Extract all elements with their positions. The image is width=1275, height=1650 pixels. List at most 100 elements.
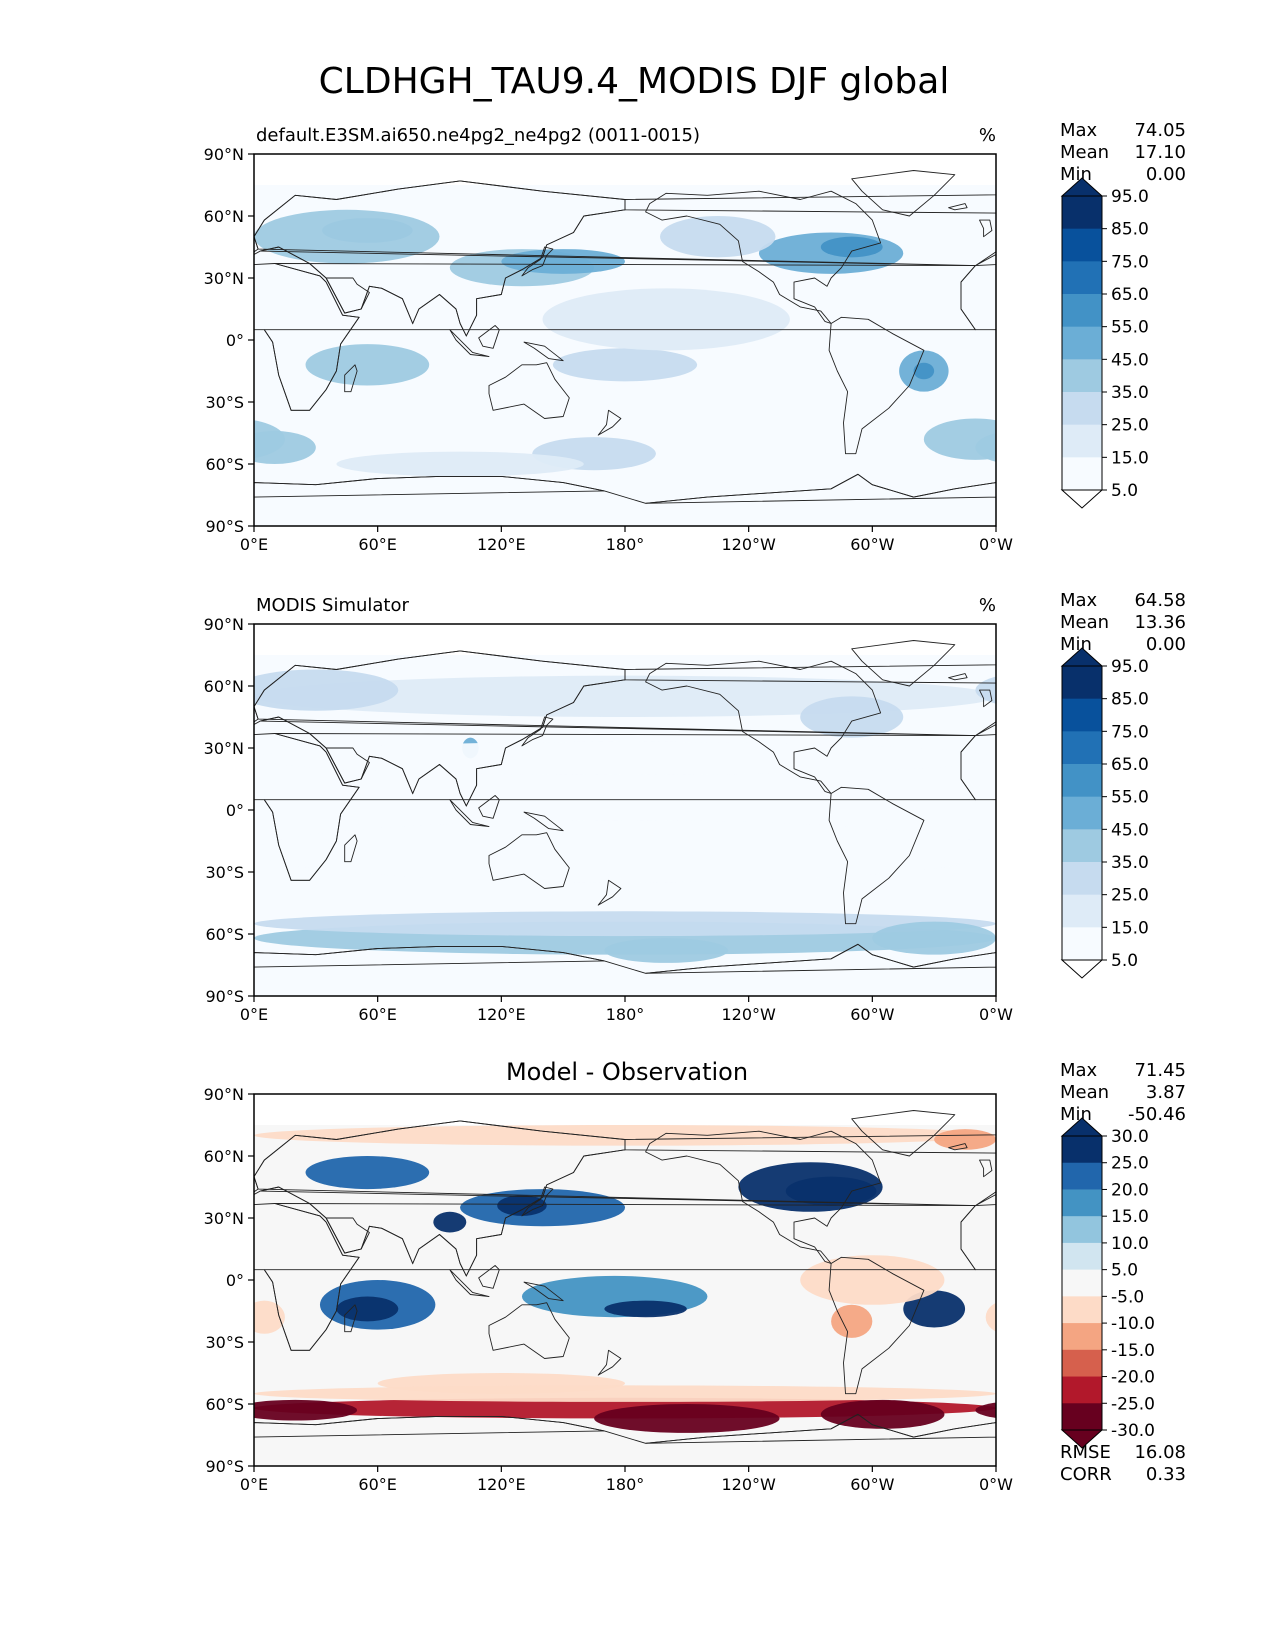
coastline	[523, 341, 564, 362]
stat-value: 71.45	[1134, 1060, 1186, 1081]
coastline	[828, 786, 925, 925]
coastline	[449, 799, 490, 827]
coastline	[254, 475, 605, 526]
x-tick-label: 60°E	[358, 1005, 396, 1024]
coastline	[948, 1143, 968, 1151]
field-blob	[820, 1399, 945, 1429]
coastline	[325, 277, 370, 314]
y-tick-label: 60°N	[204, 207, 244, 226]
colorbar-segment	[1062, 796, 1102, 830]
panel-obs-coastlines	[254, 640, 996, 996]
field-blob	[254, 209, 440, 264]
coastline	[325, 1217, 370, 1254]
colorbar-tick-label: 15.0	[1111, 1207, 1149, 1227]
panel-obs-stats: Max 64.58 Mean 13.36 Min 0.00	[1060, 590, 1186, 655]
colorbar-segment	[1062, 862, 1102, 896]
coastline	[521, 1186, 554, 1217]
x-tick-label: 180°	[606, 535, 645, 554]
colorbar-segment	[1062, 424, 1102, 458]
panel-model-x-ticks: 0°E 60°E 120°E 180° 120°W 60°W 0°W	[240, 526, 1013, 554]
x-tick-label: 120°W	[721, 1475, 776, 1494]
panel-diff-colorbar: 30.0 25.0 20.0 15.0 10.0 5.0 -5.0 -10.0 -15.0 -20…	[1060, 1117, 1155, 1449]
x-tick-label: 0°W	[979, 1005, 1013, 1024]
coastline	[488, 362, 570, 419]
colorbar-segment	[1062, 1269, 1102, 1297]
field-blob	[923, 418, 996, 460]
x-tick-label: 60°W	[850, 1475, 894, 1494]
colorbar-tick-label: 15.0	[1111, 918, 1149, 938]
field-blob	[501, 249, 625, 274]
colorbar-segment	[1062, 1136, 1102, 1164]
stat-label: Min	[1060, 164, 1092, 185]
coastline	[344, 364, 358, 393]
coastline	[828, 1256, 925, 1395]
y-tick-label: 60°S	[205, 925, 244, 944]
colorbar-frame	[1061, 665, 1103, 961]
stat-value: 13.36	[1134, 612, 1186, 633]
y-tick-label: 60°N	[204, 677, 244, 696]
stat-value: 17.10	[1134, 142, 1186, 163]
y-tick-label: 0°	[226, 331, 244, 350]
stat-label: Max	[1060, 1060, 1098, 1081]
coastline	[523, 811, 564, 832]
panel-model-colorbar: 95.0 85.0 75.0 65.0 55.0 45.0 35.0 25.0 15.0 5.0	[1060, 177, 1149, 509]
field-blob	[785, 1176, 877, 1206]
x-tick-label: 60°E	[358, 535, 396, 554]
stat-value: 0.00	[1146, 164, 1186, 185]
field-blob	[872, 921, 996, 955]
x-tick-label: 180°	[606, 1475, 645, 1494]
colorbar-segment	[1062, 261, 1102, 295]
coastline	[254, 1415, 605, 1466]
field-blob	[254, 1300, 285, 1334]
field-blob	[604, 1300, 687, 1318]
panel-obs-title-left: MODIS Simulator	[256, 595, 409, 616]
field-blob	[934, 1129, 996, 1150]
colorbar-segment	[1062, 764, 1102, 798]
colorbar-tick-label: 35.0	[1111, 383, 1149, 403]
colorbar-tick-label: 25.0	[1111, 416, 1149, 436]
coastline	[645, 660, 882, 794]
field-blob	[433, 1211, 467, 1233]
colorbar-tick-label: 75.0	[1111, 252, 1149, 272]
coastline	[488, 832, 570, 889]
y-tick-label: 30°S	[205, 1333, 244, 1352]
field-blob	[336, 451, 584, 477]
colorbar-tick-label: -10.0	[1111, 1314, 1155, 1334]
colorbar-segment	[1062, 359, 1102, 393]
panel-diff-y-ticks: 90°N 60°N 30°N 0° 30°S 60°S 90°S	[204, 1085, 254, 1476]
colorbar-segment	[1062, 698, 1102, 732]
field-blob	[254, 669, 399, 711]
panel-model-stats: Max 74.05 Mean 17.10 Min 0.00	[1060, 120, 1186, 185]
coastline	[521, 246, 554, 277]
x-tick-label: 0°E	[240, 535, 268, 554]
x-tick-label: 180°	[606, 1005, 645, 1024]
colorbar-segment	[1062, 829, 1102, 863]
coastline	[979, 689, 993, 708]
colorbar-tick-label: 5.0	[1111, 1261, 1138, 1281]
y-tick-label: 90°S	[205, 987, 244, 1006]
y-tick-label: 90°N	[204, 615, 244, 634]
field-blob	[660, 216, 776, 258]
colorbar-tick-label: 10.0	[1111, 1234, 1149, 1254]
coastline	[449, 1269, 490, 1297]
coastline	[521, 716, 554, 747]
stat-label: CORR	[1060, 1464, 1112, 1485]
coastline	[645, 190, 882, 324]
coastline	[254, 263, 360, 411]
stat-label: Max	[1060, 120, 1098, 141]
panel-diff-coastlines	[254, 1110, 996, 1466]
coastline	[449, 329, 490, 357]
y-tick-label: 90°N	[204, 1085, 244, 1104]
colorbar-extend-under	[1060, 489, 1104, 509]
x-tick-label: 0°W	[979, 1475, 1013, 1494]
stat-label: Mean	[1060, 1082, 1109, 1103]
coastline	[597, 1349, 622, 1376]
field-blob	[497, 1195, 547, 1216]
panel-diff-title-center: Model - Observation	[506, 1058, 748, 1086]
panel-diff-bottom-stats: RMSE 16.08 CORR 0.33	[1060, 1442, 1186, 1485]
panel-model-title-left: default.E3SM.ai650.ne4pg2_ne4pg2 (0011-0…	[256, 125, 700, 146]
field-blob	[254, 1125, 996, 1146]
field-blob	[254, 911, 996, 937]
colorbar-segment	[1062, 1162, 1102, 1190]
